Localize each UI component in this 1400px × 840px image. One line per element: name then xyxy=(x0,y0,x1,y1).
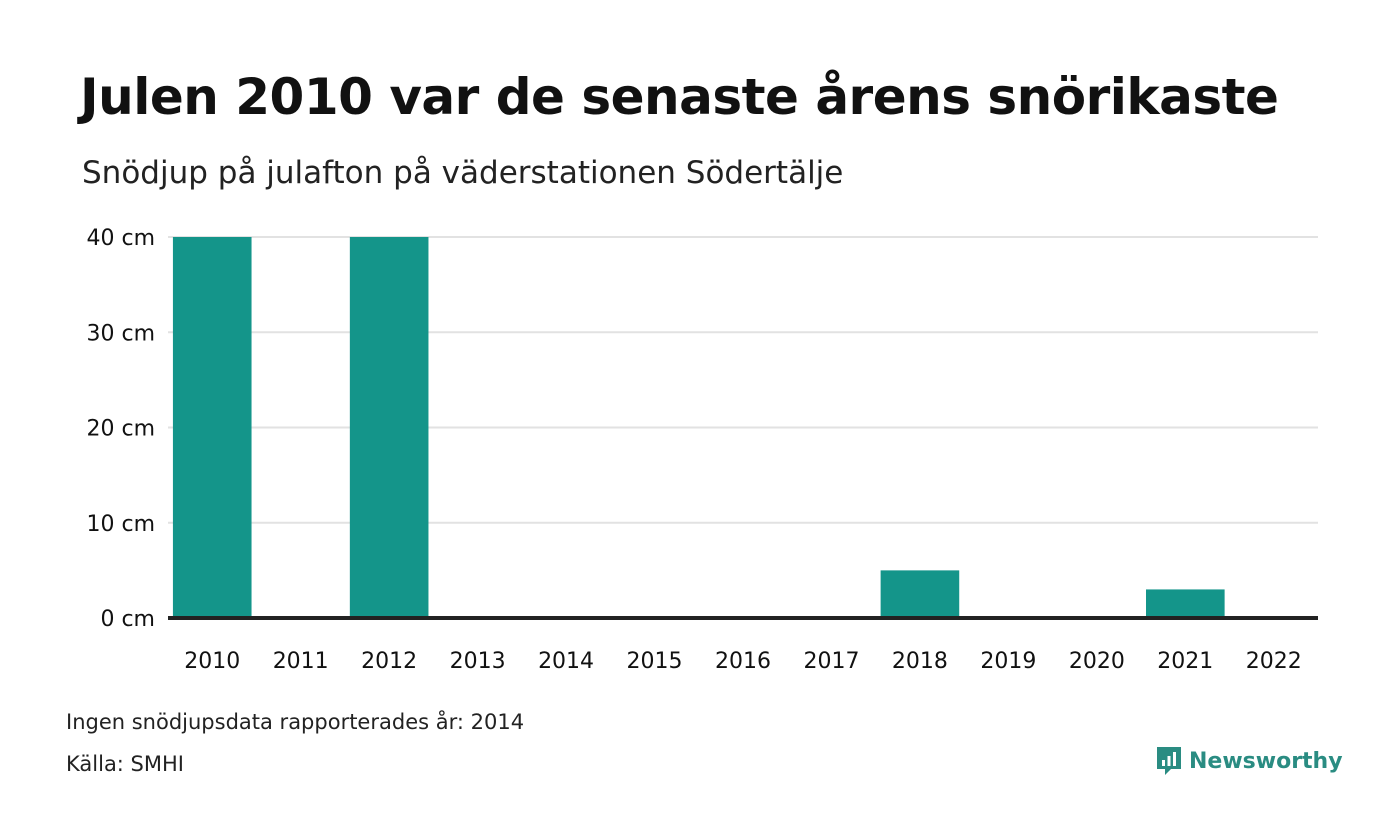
x-tick-label: 2019 xyxy=(980,649,1036,674)
y-tick-label: 10 cm xyxy=(86,512,155,537)
missing-data-note: Ingen snödjupsdata rapporterades år: 201… xyxy=(66,710,525,734)
x-tick-label: 2018 xyxy=(892,649,948,674)
bar xyxy=(880,570,960,618)
x-tick-label: 2021 xyxy=(1157,649,1213,674)
y-tick-label: 20 cm xyxy=(86,417,155,442)
x-tick-label: 2011 xyxy=(273,649,329,674)
x-tick-label: 2022 xyxy=(1246,649,1302,674)
chart-subtitle: Snödjup på julafton på väderstationen Sö… xyxy=(82,155,844,191)
bar-chart: 0 cm 10 cm 20 cm 30 cm 40 cm 2010 2011 2012 2013… xyxy=(86,226,1318,674)
chart-title: Julen 2010 var de senaste årens snörikas… xyxy=(80,68,1279,126)
y-tick-label: 40 cm xyxy=(86,226,155,251)
x-tick-label: 2020 xyxy=(1069,649,1125,674)
newsworthy-logo[interactable]: Newsworthy xyxy=(1155,745,1343,777)
bar xyxy=(349,237,429,618)
x-tick-label: 2015 xyxy=(627,649,683,674)
x-tick-label: 2013 xyxy=(450,649,506,674)
x-tick-label: 2017 xyxy=(803,649,859,674)
x-tick-label: 2012 xyxy=(361,649,417,674)
bar xyxy=(1146,589,1225,618)
y-tick-label: 30 cm xyxy=(86,321,155,346)
bar xyxy=(172,237,252,618)
source-note: Källa: SMHI xyxy=(66,752,184,776)
y-tick-label: 0 cm xyxy=(100,607,155,632)
x-tick-label: 2016 xyxy=(715,649,771,674)
x-tick-label: 2010 xyxy=(184,649,240,674)
brand-name: Newsworthy xyxy=(1189,748,1343,774)
x-tick-label: 2014 xyxy=(538,649,594,674)
newsworthy-logo-icon xyxy=(1157,747,1181,775)
